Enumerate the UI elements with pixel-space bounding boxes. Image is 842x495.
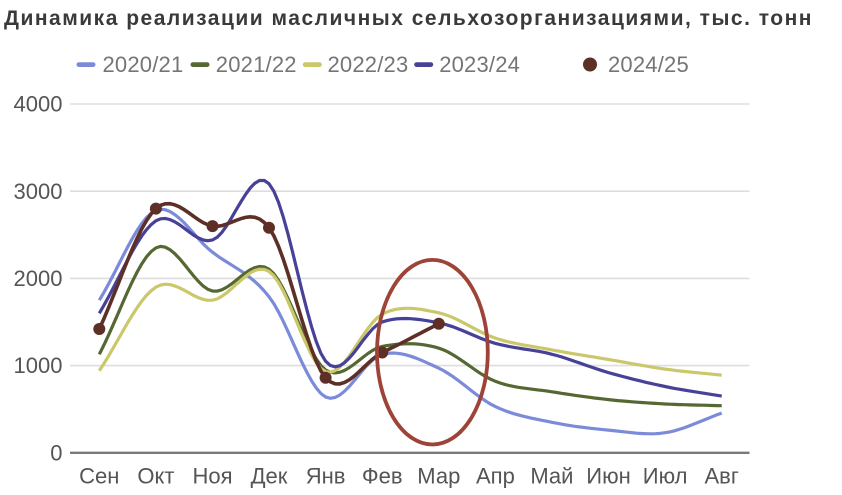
svg-text:Сен: Сен (79, 464, 119, 489)
svg-text:1000: 1000 (14, 353, 63, 378)
svg-text:2023/24: 2023/24 (439, 52, 520, 77)
svg-text:3000: 3000 (14, 179, 63, 204)
svg-text:Апр: Апр (476, 464, 515, 489)
svg-text:0: 0 (50, 440, 62, 465)
svg-text:2024/25: 2024/25 (608, 52, 689, 77)
svg-text:Окт: Окт (137, 464, 174, 489)
svg-text:Май: Май (530, 464, 573, 489)
svg-text:Июн: Июн (586, 464, 630, 489)
svg-text:Мар: Мар (417, 464, 460, 489)
svg-text:2020/21: 2020/21 (103, 52, 184, 77)
svg-text:Фев: Фев (362, 464, 403, 489)
svg-text:4000: 4000 (14, 92, 63, 117)
svg-text:2021/22: 2021/22 (216, 52, 297, 77)
svg-text:2022/23: 2022/23 (328, 52, 409, 77)
svg-text:Июл: Июл (643, 464, 688, 489)
svg-text:2000: 2000 (14, 266, 63, 291)
svg-text:Авг: Авг (705, 464, 739, 489)
svg-text:Дек: Дек (251, 464, 288, 489)
svg-text:Ноя: Ноя (192, 464, 232, 489)
svg-text:Янв: Янв (306, 464, 346, 489)
